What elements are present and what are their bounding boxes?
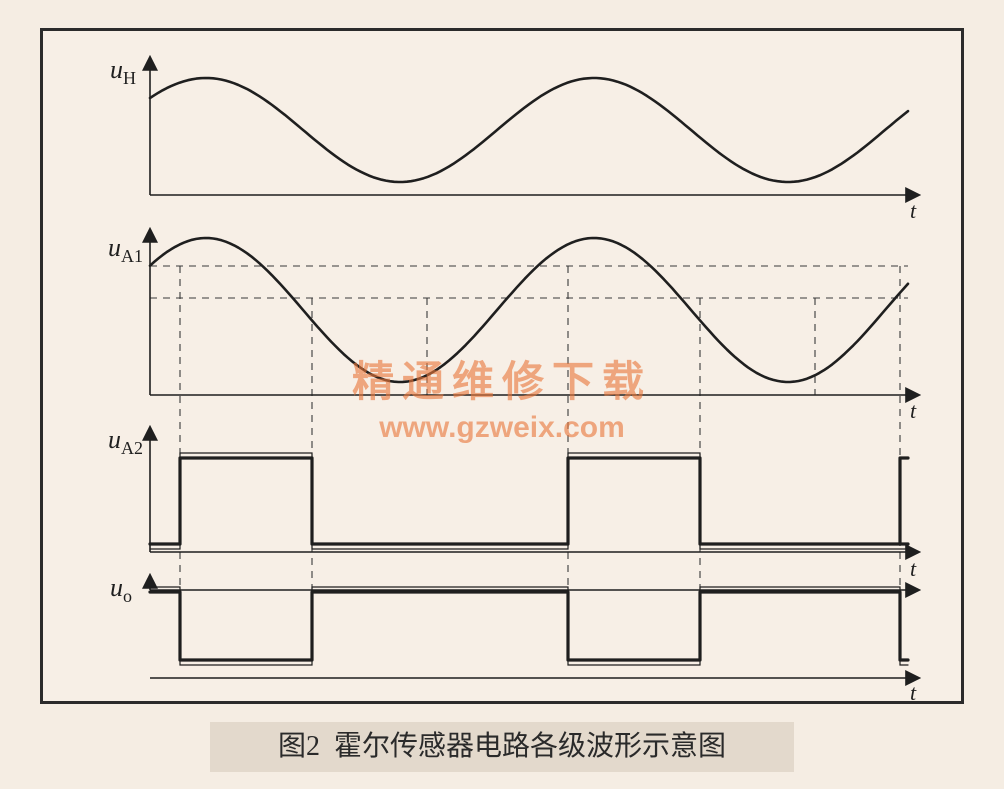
figure-caption: 图2 霍尔传感器电路各级波形示意图 <box>278 722 726 772</box>
svg-text:uA1: uA1 <box>108 233 143 266</box>
caption-prefix: 图 <box>278 731 306 762</box>
caption-number: 2 <box>306 731 320 762</box>
waveform-diagram: uH t uA1 t uA2 t uo t <box>0 0 1004 789</box>
caption-body: 霍尔传感器电路各级波形示意图 <box>334 731 726 762</box>
svg-text:t: t <box>910 398 917 423</box>
svg-text:t: t <box>910 556 917 581</box>
svg-text:uo: uo <box>110 573 132 606</box>
svg-text:uH: uH <box>110 55 136 88</box>
svg-text:uA2: uA2 <box>108 425 143 458</box>
svg-text:t: t <box>910 680 917 705</box>
svg-text:t: t <box>910 198 917 223</box>
figure-caption-bar: 图2 霍尔传感器电路各级波形示意图 <box>210 722 794 772</box>
